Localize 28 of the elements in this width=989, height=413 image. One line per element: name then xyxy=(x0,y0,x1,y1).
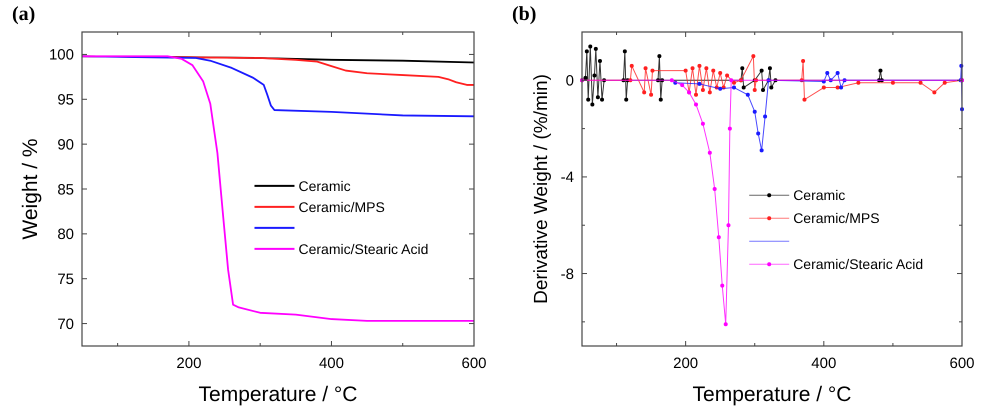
x-tick-label: 400 xyxy=(318,355,344,372)
x-tick-label: 200 xyxy=(176,355,202,372)
y-tick-label: 80 xyxy=(57,226,74,244)
x-tick-label: 600 xyxy=(461,355,487,372)
y-tick-label: 90 xyxy=(57,136,74,154)
x-tick-label: 600 xyxy=(949,355,975,372)
legend-label: Ceramic xyxy=(298,178,351,194)
legend-label: Ceramic/Stearic Acid xyxy=(298,240,428,257)
x-tick-label: 200 xyxy=(673,355,698,372)
legend-label: Ceramic xyxy=(793,187,846,204)
legend-label: Ceramic/Stearic Acid xyxy=(793,256,924,272)
legend-label: Ceramic/MPS xyxy=(793,210,880,226)
y-tick-label: 85 xyxy=(57,181,74,198)
y-tick-label: 95 xyxy=(57,92,74,109)
y-tick-label: -8 xyxy=(560,266,574,283)
y-tick-label: 0 xyxy=(566,72,574,90)
y-axis-title: Derivative Weight / (%/min) xyxy=(531,74,552,304)
x-tick-label: 400 xyxy=(811,355,836,372)
x-axis-title: Temperature / °C xyxy=(692,383,852,406)
x-axis-title: Temperature / °C xyxy=(198,383,358,406)
y-tick-label: 70 xyxy=(57,316,74,333)
chart-title: (a) xyxy=(12,3,36,25)
y-tick-label: -4 xyxy=(560,169,574,186)
y-tick-label: 100 xyxy=(48,46,74,64)
y-axis-title: Weight / % xyxy=(19,138,42,240)
chart-title: (b) xyxy=(512,3,536,25)
y-tick-label: 75 xyxy=(57,270,74,288)
legend-label: Ceramic/MPS xyxy=(298,198,385,215)
